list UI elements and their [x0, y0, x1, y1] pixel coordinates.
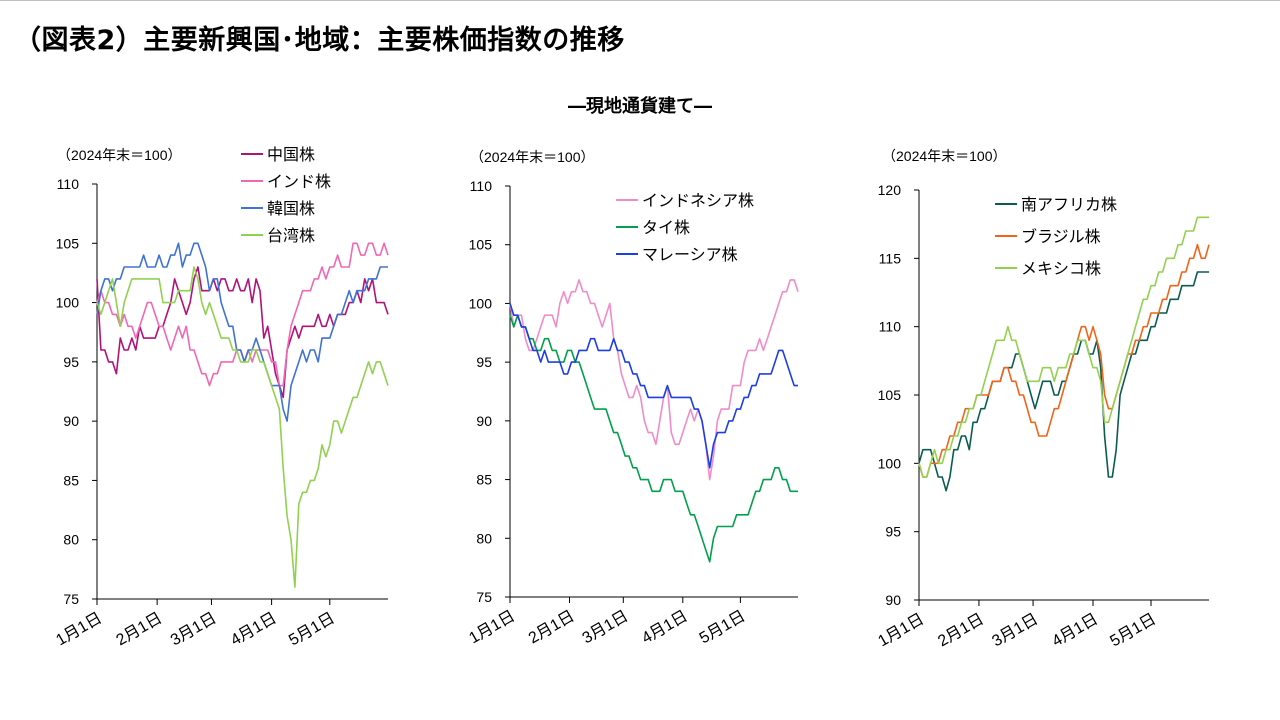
y-tick-label: 105	[469, 237, 493, 253]
top-rule	[0, 0, 1280, 1]
y-tick-label: 105	[56, 235, 80, 251]
y-tick-label: 95	[885, 524, 901, 540]
page-title: （図表2）主要新興国･地域：主要株価指数の推移	[14, 25, 625, 56]
series-line-3	[918, 216, 1209, 478]
y-tick-label: 90	[63, 413, 79, 429]
y-tick-label: 100	[878, 455, 902, 471]
y-tick-label: 85	[63, 472, 79, 488]
x-tick-label: 4月1日	[639, 608, 691, 648]
y-tick-label: 110	[470, 178, 493, 194]
unit-label: （2024年末＝100）	[57, 147, 182, 163]
legend-label: 韓国株	[267, 200, 315, 218]
chart-2: （2024年末＝100） 75 80 85 90 95 100 105 110 1月1日 2月1日 3…	[466, 149, 799, 648]
y-tick-label: 75	[63, 591, 79, 607]
x-tick-label: 3月1日	[989, 611, 1041, 651]
y-tick-label: 100	[56, 295, 80, 311]
y-tick-label: 75	[476, 589, 492, 605]
chart-1: （2024年末＝100） 75 80 85 90 95 100 105 110 1月1日 2月1日 3…	[53, 146, 389, 650]
x-tick-label: 2月1日	[935, 611, 987, 651]
y-tick-label: 80	[63, 532, 79, 548]
chart-3: （2024年末＝100） 90 95 100 105 110 115 120 1月1日 2月1日 3…	[875, 148, 1210, 651]
unit-label: （2024年末＝100）	[470, 149, 595, 165]
legend-label: マレーシア株	[642, 246, 738, 264]
series-line-1	[96, 266, 389, 399]
series-line-1	[918, 271, 1209, 492]
x-tick-label: 2月1日	[526, 608, 578, 648]
x-tick-label: 3月1日	[580, 608, 632, 648]
unit-label: （2024年末＝100）	[882, 148, 1007, 164]
series-line-4	[96, 266, 389, 588]
legend-label: 南アフリカ株	[1021, 196, 1117, 214]
y-tick-label: 100	[469, 295, 493, 311]
y-tick-label: 90	[885, 592, 901, 608]
x-tick-label: 1月1日	[53, 610, 105, 650]
y-tick-label: 95	[63, 354, 79, 370]
series-line-3	[509, 303, 798, 469]
legend-label: インド株	[267, 173, 331, 191]
x-tick-label: 1月1日	[875, 611, 927, 651]
y-tick-label: 105	[878, 387, 902, 403]
x-tick-label: 5月1日	[1107, 611, 1159, 651]
chart-subtitle: ―現地通貨建て―	[568, 96, 712, 117]
y-tick-label: 95	[476, 354, 492, 370]
y-tick-label: 110	[879, 319, 902, 335]
legend-label: インドネシア株	[642, 192, 754, 210]
y-tick-label: 110	[57, 176, 80, 192]
x-tick-label: 2月1日	[114, 610, 166, 650]
y-tick-label: 85	[476, 472, 492, 488]
y-tick-label: 115	[879, 250, 902, 266]
series-line-2	[918, 243, 1210, 478]
series-line-2	[509, 314, 798, 563]
series-line-3	[96, 242, 388, 422]
legend-label: メキシコ株	[1021, 260, 1101, 278]
x-tick-label: 5月1日	[697, 608, 749, 648]
x-tick-label: 3月1日	[168, 610, 220, 650]
legend-label: 台湾株	[267, 227, 315, 245]
x-tick-label: 4月1日	[1049, 611, 1101, 651]
legend-label: 中国株	[267, 146, 315, 164]
x-tick-label: 1月1日	[466, 608, 518, 648]
y-tick-label: 90	[476, 413, 492, 429]
x-tick-label: 4月1日	[228, 610, 280, 650]
series-line-1	[509, 279, 799, 481]
legend-label: ブラジル株	[1021, 227, 1101, 246]
x-tick-label: 5月1日	[286, 610, 338, 650]
legend-label: タイ株	[642, 219, 690, 237]
y-tick-label: 80	[476, 530, 492, 546]
y-tick-label: 120	[878, 182, 902, 198]
